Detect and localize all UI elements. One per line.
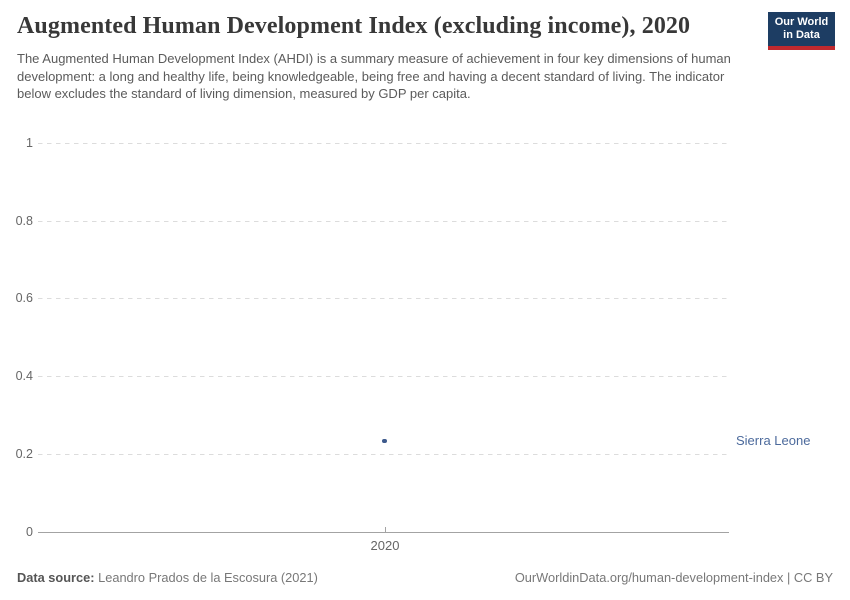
data-source-label: Data source: [17,570,95,585]
footer-link[interactable]: OurWorldinData.org/human-development-ind… [514,570,833,585]
footer: Data source: Leandro Prados de la Escosu… [17,569,833,586]
gridline [38,220,729,222]
gridline [38,143,729,144]
x-axis-tick [384,527,386,532]
y-axis-tick-label: 0.4 [15,369,33,384]
y-axis-tick-label: 1 [26,136,33,150]
owid-logo-line1: Our World [774,16,829,28]
y-axis-tick-label: 0.8 [15,213,33,228]
y-axis-tick-label: 0.2 [15,446,33,461]
chart-subtitle: The Augmented Human Development Index (A… [17,51,731,101]
entity-label-sierra-leone[interactable]: Sierra Leone [736,433,811,449]
data-source-text: Leandro Prados de la Escosura (2021) [94,570,318,585]
owid-logo-line2: in Data [783,29,820,41]
gridline [38,453,729,455]
data-point-sierra-leone[interactable] [382,438,387,444]
data-source: Data source: Leandro Prados de la Escosu… [17,570,318,585]
y-axis-tick-label: 0 [26,524,33,539]
x-axis-tick-label: 2020 [370,538,400,553]
gridline [38,376,729,378]
y-axis-tick-label: 0.6 [15,291,33,306]
x-axis-line [38,531,729,533]
chart-title: Augmented Human Development Index (exclu… [17,13,691,39]
owid-logo[interactable]: Our World in Data [768,12,835,50]
gridline [38,298,729,300]
